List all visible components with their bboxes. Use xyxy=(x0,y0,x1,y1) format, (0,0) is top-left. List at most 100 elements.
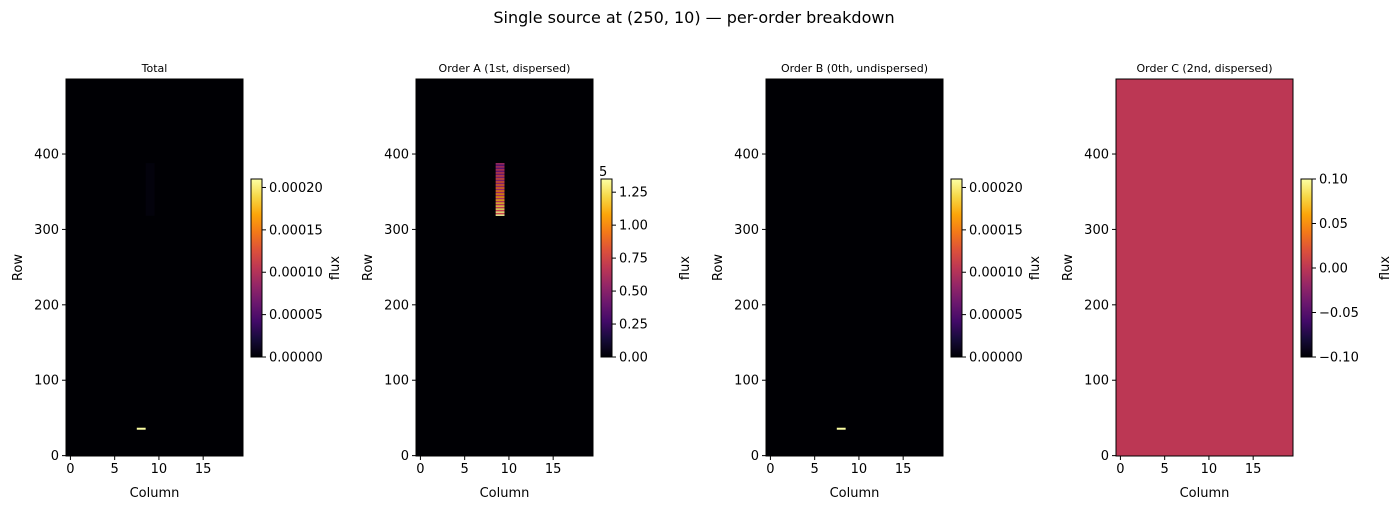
trace-band xyxy=(495,187,505,189)
trace-band xyxy=(495,190,505,192)
colorbar-tick-label: 0.75 xyxy=(619,252,648,267)
plot-frame xyxy=(65,78,244,457)
trace-band xyxy=(495,184,505,186)
y-tick-label: 100 xyxy=(384,374,409,389)
colorbar-tick-label: 0.00005 xyxy=(269,308,323,323)
colorbar-tick-label: 0.10 xyxy=(1319,173,1348,188)
y-tick-label: 200 xyxy=(384,298,409,313)
colorbar-offset-label: 5 xyxy=(599,165,607,180)
colorbar-tick-label: 0.00000 xyxy=(269,351,323,366)
trace-band xyxy=(495,167,505,170)
y-tick-label: 300 xyxy=(34,223,59,238)
y-tick-label: 100 xyxy=(734,374,759,389)
y-tick-label: 0 xyxy=(51,449,59,464)
heatmap-background xyxy=(66,79,243,456)
trace-band xyxy=(495,199,505,201)
panel-title: Total xyxy=(141,62,168,75)
panel-4: Order C (2nd, dispersed) 0 5 10 15 0 100 200 300… xyxy=(1061,62,1389,501)
trace-band xyxy=(495,182,505,185)
colorbar-tick-label: 0.00015 xyxy=(969,223,1023,238)
colorbar-tick-label: −0.05 xyxy=(1319,306,1359,321)
x-axis-label: Column xyxy=(130,486,180,501)
x-tick-label: 10 xyxy=(501,462,518,477)
colorbar-tick-label: 0.00 xyxy=(619,351,648,366)
colorbar-label: flux xyxy=(1028,256,1043,280)
trace-band xyxy=(495,212,505,215)
y-tick-label: 200 xyxy=(34,298,59,313)
trace-band xyxy=(495,170,505,173)
x-tick-label: 10 xyxy=(151,462,168,477)
colorbar xyxy=(1300,178,1313,358)
trace-band xyxy=(495,175,505,177)
y-axis-label: Row xyxy=(361,254,376,281)
trace-band xyxy=(495,181,505,183)
trace-band xyxy=(495,205,505,207)
colorbar xyxy=(600,178,613,358)
trace-band xyxy=(495,202,505,204)
trace-band xyxy=(495,196,505,198)
y-tick-label: 400 xyxy=(34,148,59,163)
colorbar-tick-label: 1.00 xyxy=(619,219,648,234)
plot-frame xyxy=(765,78,944,457)
y-tick-label: 200 xyxy=(734,298,759,313)
trace-band xyxy=(495,188,505,191)
trace-band xyxy=(495,211,505,213)
panel-title: Order A (1st, dispersed) xyxy=(439,62,571,75)
colorbar-tick-label: 0.50 xyxy=(619,285,648,300)
trace-band xyxy=(495,209,505,212)
x-axis-label: Column xyxy=(480,486,530,501)
trace-band xyxy=(495,166,505,168)
y-tick-label: 300 xyxy=(1084,223,1109,238)
trace-band xyxy=(495,173,505,176)
panel-1: Total 0 5 10 15 0 100 200 300 400 Column Row 0.00000… xyxy=(11,62,343,501)
trace-band xyxy=(495,185,505,188)
x-tick-label: 15 xyxy=(895,462,912,477)
y-tick-label: 100 xyxy=(34,374,59,389)
colorbar-tick-label: 0.00010 xyxy=(969,266,1023,281)
trace-band xyxy=(495,214,505,216)
trace-band xyxy=(495,203,505,206)
trace-band xyxy=(495,179,505,182)
trace-band xyxy=(495,194,505,197)
colorbar xyxy=(250,178,263,358)
x-tick-label: 5 xyxy=(461,462,469,477)
trace-band xyxy=(495,197,505,200)
plot-frame xyxy=(415,78,594,457)
x-tick-label: 5 xyxy=(1161,462,1169,477)
panel-3: Order B (0th, undispersed) 0 5 10 15 0 100 200 3… xyxy=(711,62,1043,501)
colorbar-tick-label: 0.00 xyxy=(1319,262,1348,277)
colorbar xyxy=(950,178,963,358)
y-tick-label: 0 xyxy=(1101,449,1109,464)
y-tick-label: 300 xyxy=(734,223,759,238)
trace-band xyxy=(495,193,505,195)
trace-band xyxy=(495,200,505,203)
faint-trace xyxy=(145,163,155,216)
heatmap-background xyxy=(416,79,593,456)
x-tick-label: 0 xyxy=(66,462,74,477)
colorbar-tick-label: 0.00020 xyxy=(969,181,1023,196)
x-tick-label: 10 xyxy=(851,462,868,477)
x-tick-label: 0 xyxy=(766,462,774,477)
x-tick-label: 0 xyxy=(1116,462,1124,477)
colorbar-tick-label: 0.05 xyxy=(1319,217,1348,232)
colorbar-tick-label: 0.00015 xyxy=(269,223,323,238)
y-tick-label: 200 xyxy=(1084,298,1109,313)
colorbar-tick-label: 0.00000 xyxy=(969,351,1023,366)
x-axis-label: Column xyxy=(830,486,880,501)
colorbar-tick-label: 0.00005 xyxy=(969,308,1023,323)
colorbar-tick-label: −0.10 xyxy=(1319,351,1359,366)
figure-title: Single source at (250, 10) — per-order b… xyxy=(493,8,894,27)
colorbar-tick-label: 0.25 xyxy=(619,318,648,333)
trace-band xyxy=(495,208,505,210)
x-axis-label: Column xyxy=(1180,486,1230,501)
source-spot xyxy=(836,427,846,430)
trace-band xyxy=(495,169,505,171)
colorbar-label: flux xyxy=(1378,256,1389,280)
x-tick-label: 5 xyxy=(111,462,119,477)
x-tick-label: 15 xyxy=(545,462,562,477)
trace-band xyxy=(495,206,505,209)
y-tick-label: 0 xyxy=(401,449,409,464)
panel-title: Order C (2nd, dispersed) xyxy=(1137,62,1273,75)
y-axis-label: Row xyxy=(711,254,726,281)
